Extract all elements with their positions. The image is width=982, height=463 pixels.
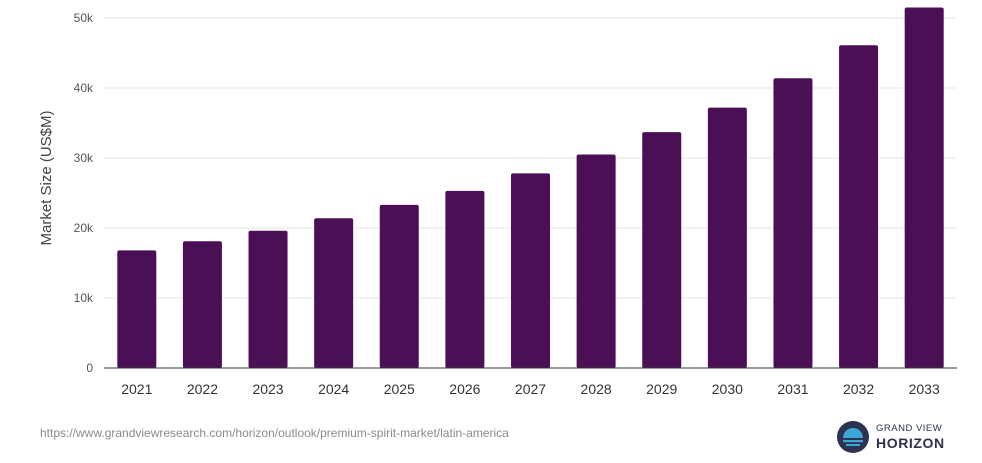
x-tick-label: 2026 [449,381,480,397]
bars [117,7,944,369]
y-tick-label: 10k [74,291,94,305]
x-tick-label: 2029 [646,381,677,397]
bar-2030[interactable] [707,107,747,368]
x-tick-label: 2028 [581,381,612,397]
y-axis-label: Market Size (US$M) [38,110,55,245]
x-tick-label: 2024 [318,381,349,397]
x-tick-label: 2031 [777,381,808,397]
x-tick-label: 2027 [515,381,546,397]
bar-2022[interactable] [182,241,222,368]
x-tick-label: 2030 [712,381,743,397]
x-tick-label: 2033 [909,381,940,397]
logo-text-bottom: HORIZON [876,435,945,451]
grand-view-horizon-logo: GRAND VIEW HORIZON [836,418,956,458]
bar-2031[interactable] [773,78,813,368]
bar-2027[interactable] [511,173,550,368]
y-tick-label: 30k [74,151,94,165]
gridlines [104,17,957,299]
x-tick-label: 2023 [252,381,283,397]
horizon-logo-icon [837,421,869,453]
x-tick-label: 2032 [843,381,874,397]
bar-2032[interactable] [839,45,879,369]
y-tick-label: 20k [74,221,94,235]
bar-2025[interactable] [379,204,419,368]
bar-2023[interactable] [248,230,288,368]
bar-2024[interactable] [314,218,354,368]
bar-2026[interactable] [445,190,485,368]
x-tick-label: 2025 [384,381,415,397]
logo-text-top: GRAND VIEW [876,423,943,434]
bar-2029[interactable] [642,132,682,368]
y-tick-label: 0 [86,361,93,375]
bar-2033[interactable] [904,7,944,369]
x-tick-label: 2022 [187,381,218,397]
bar-2021[interactable] [117,250,157,368]
y-tick-label: 50k [74,11,94,25]
y-axis-ticks: 0 10k 20k 30k 40k 50k [74,11,94,375]
y-tick-label: 40k [74,81,94,95]
x-tick-label: 2021 [121,381,152,397]
source-url[interactable]: https://www.grandviewresearch.com/horizo… [40,426,509,440]
x-axis-ticks: 2021 2022 2023 2024 2025 2026 2027 2028 2029 2030… [121,381,940,397]
bar-2028[interactable] [576,154,616,369]
